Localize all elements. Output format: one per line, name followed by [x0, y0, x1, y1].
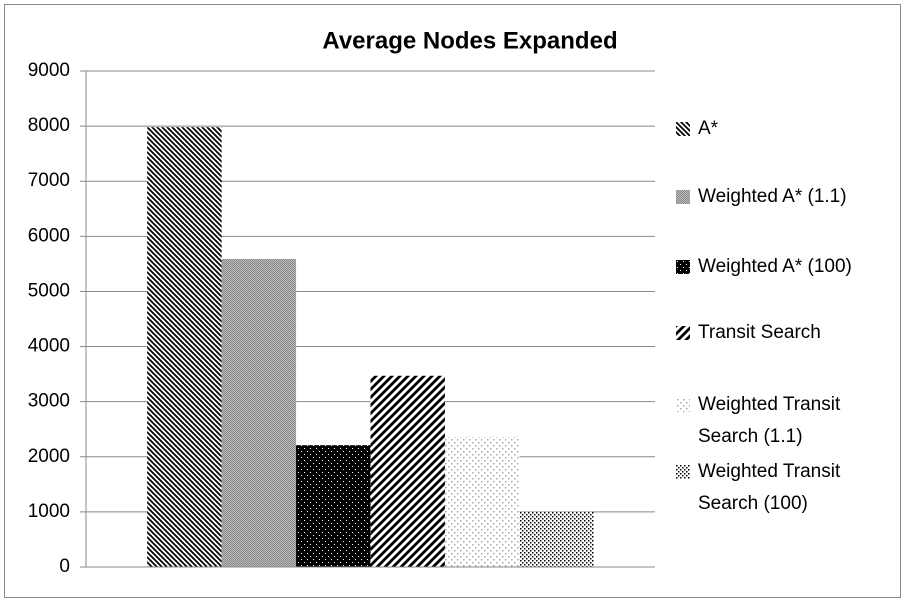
legend-swatch-fill: [676, 398, 690, 412]
y-tick-label: 8000: [28, 115, 70, 136]
legend-entry: Weighted A* (1.1): [676, 181, 901, 213]
legend-entry: A*: [676, 113, 901, 145]
legend-entry: Weighted A* (100): [676, 251, 901, 283]
legend-swatch: [676, 398, 690, 412]
legend-label: Weighted A* (1.1): [698, 186, 847, 207]
legend-label: Weighted Transit Search (100): [698, 461, 841, 514]
bar: [444, 436, 520, 567]
legend-label: A*: [698, 118, 719, 139]
legend-swatch-fill: [676, 190, 690, 204]
legend-swatch: [676, 122, 690, 136]
legend-swatch: [676, 190, 690, 204]
legend-swatch-fill: [676, 465, 690, 479]
legend-label: Weighted A* (100): [698, 256, 852, 277]
legend-swatch: [676, 260, 690, 274]
legend-entry: Weighted Transit Search (100): [676, 456, 901, 520]
y-tick-label: 7000: [28, 170, 70, 191]
y-tick-label: 4000: [28, 336, 70, 357]
legend-swatch-fill: [676, 122, 690, 136]
bar: [519, 511, 594, 567]
y-tick-label: 1000: [28, 501, 70, 522]
bar: [147, 127, 222, 568]
y-tick-label: 2000: [28, 446, 70, 467]
chart-title: Average Nodes Expanded: [322, 27, 617, 54]
legend-label: Transit Search: [698, 322, 821, 343]
legend-label: Weighted Transit Search (1.1): [698, 394, 841, 447]
bar: [296, 445, 371, 567]
y-tick-label: 5000: [28, 280, 70, 301]
legend-swatch-fill: [676, 260, 690, 274]
legend-entry: Transit Search: [676, 317, 901, 349]
legend-entry: Weighted Transit Search (1.1): [676, 389, 901, 453]
legend-swatch: [676, 326, 690, 340]
y-tick-label: 3000: [28, 391, 70, 412]
bar: [221, 258, 297, 567]
legend-swatch: [676, 465, 690, 479]
legend-swatch-fill: [676, 326, 690, 340]
bar: [370, 375, 445, 567]
y-tick-label: 6000: [28, 225, 70, 246]
y-tick-label: 9000: [28, 60, 70, 81]
y-tick-label: 0: [59, 556, 70, 577]
